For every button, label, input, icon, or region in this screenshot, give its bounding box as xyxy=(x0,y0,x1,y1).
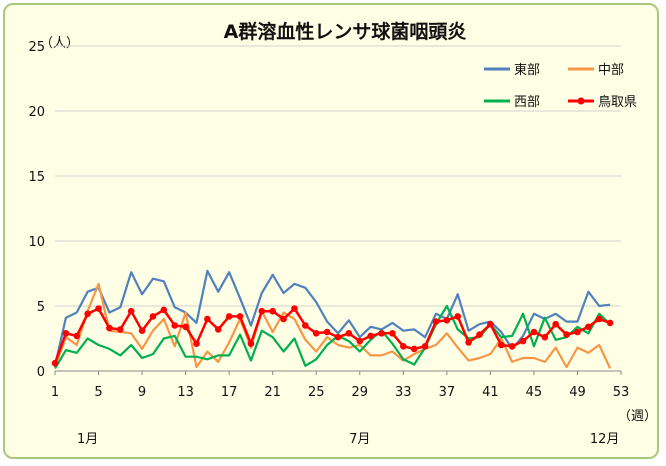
x-tick-label: 25 xyxy=(308,385,325,400)
series-lines xyxy=(51,269,614,369)
x-tick-label: 37 xyxy=(439,385,456,400)
series-line xyxy=(53,307,611,364)
data-point xyxy=(160,306,168,314)
data-point xyxy=(400,343,407,350)
data-point xyxy=(563,331,570,338)
data-point xyxy=(421,343,429,350)
data-point xyxy=(487,320,494,328)
y-axis-unit: （人） xyxy=(40,36,79,51)
data-point xyxy=(258,307,266,315)
data-point xyxy=(530,328,538,336)
month-label: 12月 xyxy=(590,432,620,447)
x-tick-label: 29 xyxy=(351,385,368,400)
series-line xyxy=(54,304,611,369)
y-tick-label: 10 xyxy=(28,235,45,250)
data-point xyxy=(247,340,255,348)
legend-marker xyxy=(577,97,585,105)
legend-label: 鳥取県 xyxy=(598,95,637,110)
data-point xyxy=(574,328,581,336)
data-point xyxy=(171,322,179,329)
x-tick-label: 17 xyxy=(221,385,238,400)
x-tick-label: 33 xyxy=(395,385,412,400)
grid xyxy=(55,45,621,372)
data-point xyxy=(443,317,451,324)
y-tick-label: 0 xyxy=(37,365,45,380)
data-point xyxy=(106,324,113,332)
data-point xyxy=(367,332,374,340)
data-point xyxy=(410,345,418,353)
y-tick-label: 5 xyxy=(37,300,45,315)
month-label: 7月 xyxy=(349,432,370,447)
data-point xyxy=(95,305,102,312)
x-tick-label: 9 xyxy=(138,385,146,400)
data-point xyxy=(378,330,385,337)
data-point xyxy=(606,319,614,327)
data-point xyxy=(138,327,146,335)
x-tick-label: 45 xyxy=(526,385,543,400)
data-point xyxy=(51,359,59,367)
data-point xyxy=(62,330,70,337)
x-tick-label: 5 xyxy=(94,385,102,400)
x-tick-label: 49 xyxy=(569,385,586,400)
data-point xyxy=(149,313,157,320)
data-point xyxy=(84,310,91,318)
x-tick-label: 1 xyxy=(51,385,59,400)
data-point xyxy=(225,313,233,320)
chart-frame xyxy=(3,3,659,459)
data-point xyxy=(432,318,440,325)
data-point xyxy=(552,320,559,328)
data-point xyxy=(323,328,331,336)
series-line xyxy=(53,269,611,367)
data-point xyxy=(182,323,189,331)
x-tick-label: 21 xyxy=(264,385,281,400)
data-point xyxy=(214,326,222,333)
data-point xyxy=(73,332,81,340)
month-label: 1月 xyxy=(77,432,98,447)
data-point xyxy=(269,307,276,315)
x-tick-label: 53 xyxy=(613,385,630,400)
data-point xyxy=(127,307,135,315)
data-point xyxy=(595,315,603,323)
data-point xyxy=(454,313,462,320)
x-axis-unit: （週） xyxy=(618,409,657,424)
data-point xyxy=(541,333,549,341)
data-point xyxy=(291,305,298,312)
data-point xyxy=(585,323,592,331)
legend-label: 中部 xyxy=(598,63,624,78)
data-point xyxy=(497,341,505,349)
data-point xyxy=(476,331,483,338)
y-tick-label: 15 xyxy=(28,170,45,185)
legend-label: 東部 xyxy=(514,62,540,78)
data-point xyxy=(302,322,309,329)
legend-label: 西部 xyxy=(514,95,540,110)
chart-title: A群溶血性レンサ球菌咽頭炎 xyxy=(224,20,467,43)
data-point xyxy=(389,330,396,337)
data-point xyxy=(204,315,211,323)
data-point xyxy=(193,340,200,348)
data-point xyxy=(356,337,364,345)
x-tick-label: 13 xyxy=(177,385,194,400)
x-tick-label: 41 xyxy=(482,385,499,400)
data-point xyxy=(508,343,516,350)
y-tick-label: 20 xyxy=(28,105,45,120)
data-point xyxy=(519,337,527,345)
y-tick-label: 25 xyxy=(28,40,45,55)
data-point xyxy=(280,315,287,323)
data-point xyxy=(465,339,472,346)
data-point xyxy=(345,330,353,337)
data-point xyxy=(117,326,124,333)
data-point xyxy=(236,313,244,320)
data-point xyxy=(312,330,320,337)
data-point xyxy=(334,333,342,341)
